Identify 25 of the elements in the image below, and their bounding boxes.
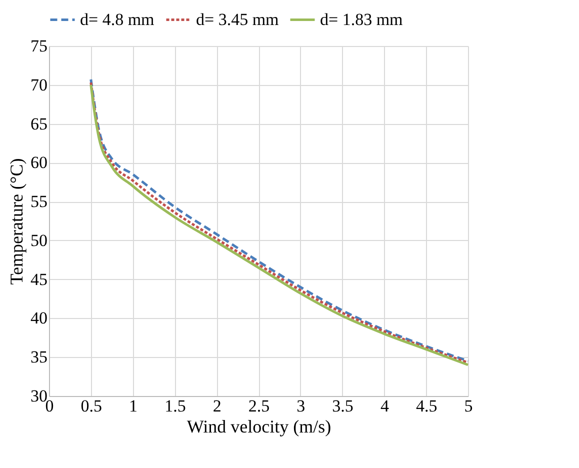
y-tick-label: 70 (30, 75, 48, 94)
y-tick-label: 55 (30, 192, 48, 212)
x-tick-label: 3 (296, 396, 306, 416)
x-tick-label: 1.5 (164, 396, 186, 416)
x-axis-title: Wind velocity (m/s) (186, 416, 332, 436)
legend-label: d= 1.83 mm (320, 10, 403, 29)
y-tick-label: 30 (30, 386, 48, 406)
x-tick-label: 3.5 (332, 396, 354, 416)
legend-label: d= 4.8 mm (80, 10, 154, 29)
y-tick-label: 40 (30, 308, 48, 328)
x-tick-label: 2.5 (248, 396, 270, 416)
x-tick-label: 4.5 (416, 396, 438, 416)
legend-label: d= 3.45 mm (196, 10, 279, 29)
x-tick-label: 0.5 (80, 396, 102, 416)
x-tick-label: 4 (380, 396, 390, 416)
y-tick-label: 75 (30, 36, 48, 56)
x-tick-label: 1 (129, 396, 138, 416)
x-tick-label: 5 (464, 396, 473, 416)
y-tick-label: 35 (30, 348, 48, 367)
y-tick-label: 45 (30, 270, 48, 289)
y-tick-label: 50 (30, 230, 48, 250)
y-tick-label: 60 (30, 153, 48, 172)
x-tick-label: 2 (212, 396, 222, 416)
y-axis-title: Temperature (°C) (6, 158, 26, 285)
y-tick-label: 65 (30, 114, 48, 134)
